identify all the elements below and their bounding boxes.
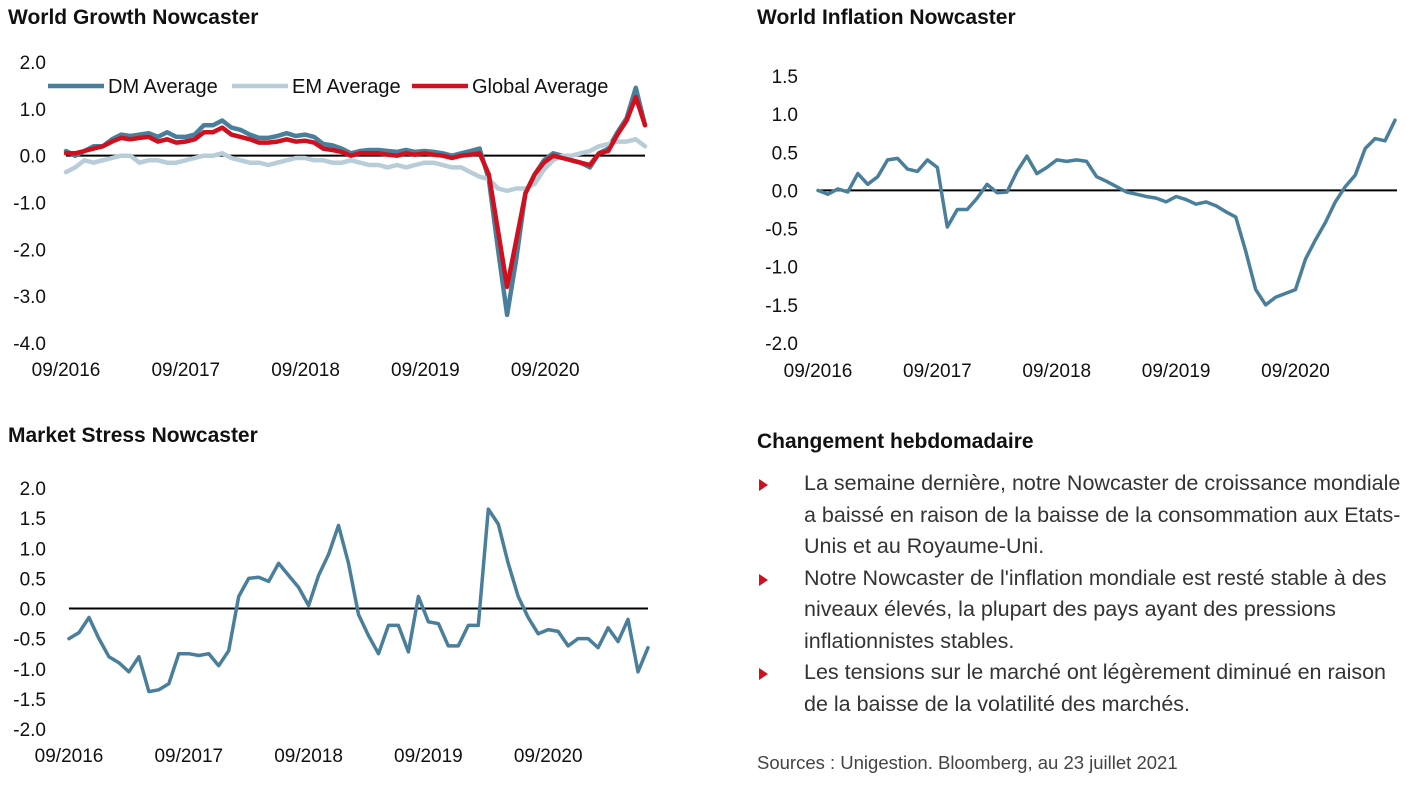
legend-label: DM Average <box>108 76 218 98</box>
legend-label: EM Average <box>292 76 401 98</box>
x-tick-label: 09/2019 <box>1142 361 1211 382</box>
legend-label: Global Average <box>472 76 608 98</box>
y-tick-label: 0.5 <box>20 569 46 590</box>
y-tick-label: -2.0 <box>13 240 46 261</box>
y-tick-label: 0.5 <box>772 143 798 164</box>
x-tick-label: 09/2020 <box>511 360 580 381</box>
y-tick-label: 0.0 <box>20 147 46 168</box>
bullet-text: Notre Nowcaster de l'inflation mondiale … <box>804 565 1387 653</box>
inflation-chart-title: World Inflation Nowcaster <box>757 6 1016 29</box>
bullet-item: La semaine dernière, notre Nowcaster de … <box>757 468 1402 563</box>
y-tick-label: -2.0 <box>765 334 798 355</box>
x-tick-label: 09/2017 <box>151 360 220 381</box>
y-tick-label: 1.0 <box>772 105 798 126</box>
growth-chart-title: World Growth Nowcaster <box>8 6 259 29</box>
series-line-em-average <box>63 137 648 194</box>
sources-note: Sources : Unigestion. Bloomberg, au 23 j… <box>757 752 1178 773</box>
x-tick-label: 09/2017 <box>903 361 972 382</box>
y-tick-label: 1.0 <box>20 100 46 121</box>
y-tick-label: 2.0 <box>20 479 46 500</box>
y-tick-label: -1.5 <box>13 690 46 711</box>
y-tick-label: 0.0 <box>772 181 798 202</box>
x-tick-label: 09/2017 <box>154 746 223 767</box>
weekly-change-panel: Changement hebdomadaire La semaine derni… <box>757 430 1402 720</box>
y-tick-label: -1.0 <box>765 258 798 279</box>
x-tick-label: 09/2016 <box>32 360 101 381</box>
y-tick-label: -0.5 <box>13 630 46 651</box>
x-tick-label: 09/2018 <box>274 746 343 767</box>
series-line-global-average <box>63 94 648 290</box>
bullet-item: Les tensions sur le marché ont légèremen… <box>757 657 1402 720</box>
y-tick-label: -0.5 <box>765 220 798 241</box>
x-tick-label: 09/2016 <box>784 361 853 382</box>
series-line-dm-average <box>63 85 648 318</box>
y-tick-label: 0.0 <box>20 600 46 621</box>
y-tick-label: -1.0 <box>13 194 46 215</box>
series-line-stress <box>67 507 650 694</box>
panel-title: Changement hebdomadaire <box>757 430 1034 453</box>
bullet-arrow-icon <box>759 479 768 491</box>
x-tick-label: 09/2018 <box>271 360 340 381</box>
x-tick-label: 09/2019 <box>394 746 463 767</box>
series-line-inflation <box>816 118 1397 307</box>
y-tick-label: 2.0 <box>20 53 46 74</box>
y-tick-label: 1.0 <box>20 539 46 560</box>
y-tick-label: -3.0 <box>13 287 46 308</box>
y-tick-label: 1.5 <box>772 67 798 88</box>
x-tick-label: 09/2020 <box>514 746 583 767</box>
x-tick-label: 09/2018 <box>1022 361 1091 382</box>
y-tick-label: -2.0 <box>13 720 46 741</box>
bullet-list: La semaine dernière, notre Nowcaster de … <box>757 468 1402 720</box>
x-tick-label: 09/2020 <box>1261 361 1330 382</box>
y-tick-label: 1.5 <box>20 509 46 530</box>
x-tick-label: 09/2016 <box>35 746 104 767</box>
y-tick-label: -1.5 <box>765 296 798 317</box>
bullet-text: Les tensions sur le marché ont légèremen… <box>804 660 1387 716</box>
bullet-text: La semaine dernière, notre Nowcaster de … <box>804 471 1401 558</box>
bullet-arrow-icon <box>759 573 768 586</box>
y-tick-label: -1.0 <box>13 660 46 681</box>
stress-chart-title: Market Stress Nowcaster <box>8 424 258 447</box>
bullet-arrow-icon <box>759 668 768 680</box>
bullet-item: Notre Nowcaster de l'inflation mondiale … <box>757 563 1402 658</box>
x-tick-label: 09/2019 <box>391 360 460 381</box>
y-tick-label: -4.0 <box>13 334 46 355</box>
